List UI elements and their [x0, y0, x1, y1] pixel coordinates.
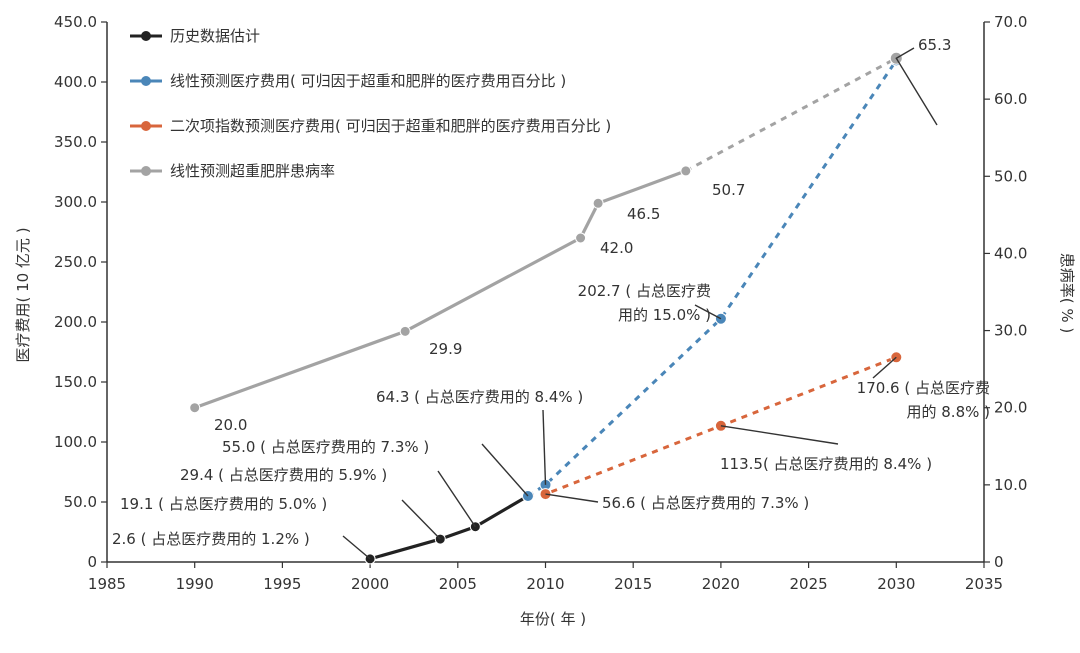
annotation-label: 50.7 [712, 181, 745, 199]
left-tick-label: 350.0 [54, 133, 97, 151]
annotation-label: 46.5 [627, 205, 660, 223]
data-point [592, 197, 604, 209]
plot-axes: 1985 1990 1995 2000 2005 2010 2015 2020 2025 2030… [54, 13, 1027, 593]
right-tick-label: 40.0 [994, 244, 1027, 262]
annotation-leader [481, 443, 529, 497]
data-point [189, 402, 201, 414]
annotation-leader [437, 470, 476, 528]
annotation-label: 用的 8.8% ) [907, 403, 991, 421]
left-tick-label: 50.0 [64, 493, 97, 511]
left-tick-label: 100.0 [54, 433, 97, 451]
data-point [399, 325, 411, 337]
legend-swatch-marker [141, 76, 151, 86]
annotation-label: 56.6 ( 占总医疗费用的 7.3% ) [602, 494, 809, 512]
annotation-label: 65.3 [918, 36, 951, 54]
annotation-label: 29.9 [429, 340, 462, 358]
right-tick-label: 50.0 [994, 167, 1027, 185]
annotation-label: 64.3 ( 占总医疗费用的 8.4% ) [376, 388, 583, 406]
annotations: 20.0 29.9 42.0 46.5 50.7 65.3 2.6 ( 占总医疗费用的 1.… [112, 36, 991, 560]
annotation-leader [401, 499, 441, 540]
legend-swatch-marker [141, 166, 151, 176]
legend-label: 历史数据估计 [170, 27, 260, 45]
legend-label: 线性预测医疗费用( 可归因于超重和肥胖的医疗费用百分比 ) [170, 72, 566, 90]
right-tick-label: 20.0 [994, 399, 1027, 417]
annotation-label: 29.4 ( 占总医疗费用的 5.9% ) [180, 466, 387, 484]
annotation-leader [694, 304, 722, 320]
left-tick-label: 450.0 [54, 13, 97, 31]
x-tick-label: 1995 [263, 575, 301, 593]
left-axis-title: 医疗费用( 10 亿元 ) [14, 227, 32, 362]
x-tick-label: 1985 [88, 575, 126, 593]
right-tick-label: 30.0 [994, 322, 1027, 340]
right-tick-label: 10.0 [994, 476, 1027, 494]
x-tick-label: 2030 [877, 575, 915, 593]
legend-swatch-marker [141, 31, 151, 41]
annotation-leader [872, 356, 897, 379]
annotation-label: 170.6 ( 占总医疗费 [857, 379, 990, 397]
data-point [680, 165, 692, 177]
annotation-label: 202.7 ( 占总医疗费 [578, 282, 711, 300]
annotation-leader [342, 535, 371, 560]
annotation-label: 113.5( 占总医疗费用的 8.4% ) [720, 455, 932, 473]
right-axis-title: 患病率( % ) [1058, 253, 1076, 334]
series-line-4 [685, 56, 898, 173]
left-tick-label: 0 [87, 553, 97, 571]
annotation-leader [545, 493, 599, 503]
x-axis-title: 年份( 年 ) [520, 610, 586, 628]
series-line-0 [368, 494, 530, 561]
annotation-leader [720, 425, 839, 445]
x-tick-label: 2015 [614, 575, 652, 593]
legend-label: 二次项指数预测医疗费用( 可归因于超重和肥胖的医疗费用百分比 ) [170, 117, 611, 135]
annotation-label: 2.6 ( 占总医疗费用的 1.2% ) [112, 530, 310, 548]
annotation-label: 42.0 [600, 239, 633, 257]
series-line-2 [527, 355, 897, 498]
annotation-label: 19.1 ( 占总医疗费用的 5.0% ) [120, 495, 327, 513]
right-tick-label: 60.0 [994, 90, 1027, 108]
left-tick-label: 150.0 [54, 373, 97, 391]
legend-swatch-marker [141, 121, 151, 131]
left-tick-label: 250.0 [54, 253, 97, 271]
right-tick-label: 0 [994, 553, 1004, 571]
annotation-leader [542, 409, 547, 485]
x-tick-label: 2000 [351, 575, 389, 593]
x-tick-label: 2005 [439, 575, 477, 593]
x-tick-label: 2010 [526, 575, 564, 593]
x-tick-label: 2020 [702, 575, 740, 593]
annotation-label: 20.0 [214, 416, 247, 434]
right-tick-label: 70.0 [994, 13, 1027, 31]
annotation-label: 用的 15.0% ) [618, 306, 711, 324]
legend-label: 线性预测超重肥胖患病率 [170, 162, 335, 180]
annotation-leader [895, 47, 938, 126]
x-tick-label: 1990 [176, 575, 214, 593]
left-tick-label: 200.0 [54, 313, 97, 331]
annotation-label: 55.0 ( 占总医疗费用的 7.3% ) [222, 438, 429, 456]
x-tick-label: 2025 [790, 575, 828, 593]
x-tick-label: 2035 [965, 575, 1003, 593]
left-tick-label: 300.0 [54, 193, 97, 211]
left-tick-label: 400.0 [54, 73, 97, 91]
data-point [575, 232, 587, 244]
